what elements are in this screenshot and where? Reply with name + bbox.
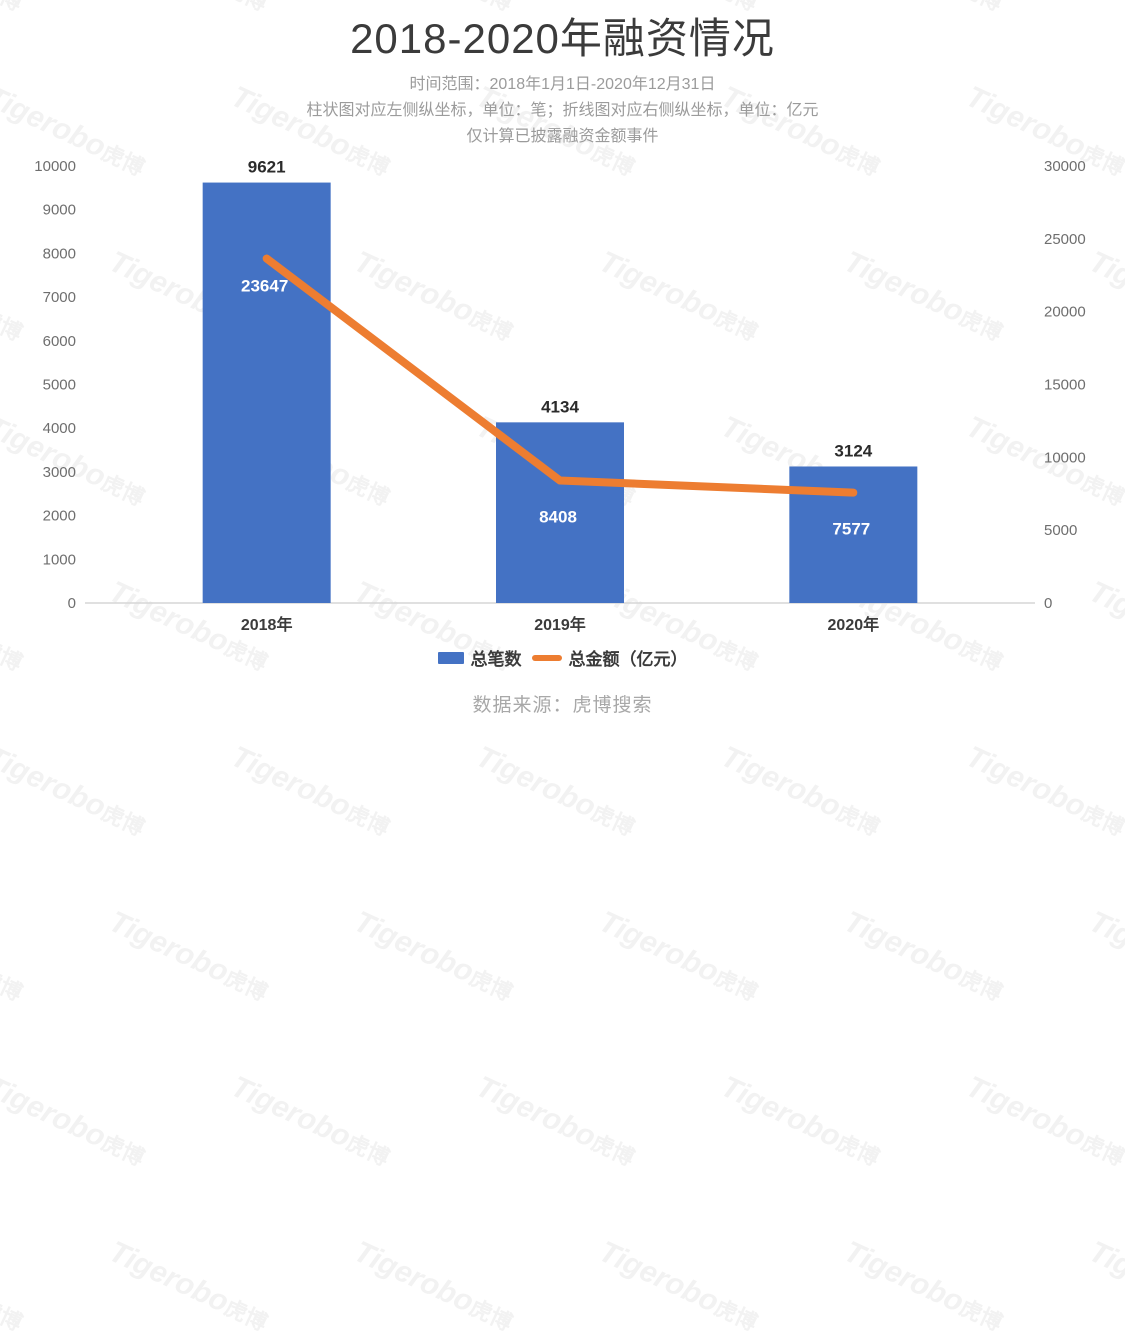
data-source-note: 数据来源：虎博搜索 xyxy=(472,695,653,716)
watermark-text: Tigerobo虎博 xyxy=(593,905,761,1006)
chart-subtitle-axis-note: 柱状图对应左侧纵坐标，单位：笔；折线图对应右侧纵坐标，单位：亿元 xyxy=(306,101,819,119)
chart-subtitle-time-range: 时间范围：2018年1月1日-2020年12月31日 xyxy=(409,76,716,94)
watermark-text: Tigerobo虎博 xyxy=(716,1070,884,1171)
bar-2018年[interactable] xyxy=(202,182,331,603)
watermark-text: Tigerobo虎博 xyxy=(348,1235,516,1336)
bar-value-label: 9621 xyxy=(248,158,286,177)
watermark-text: Tigerobo虎博 xyxy=(226,1070,394,1171)
chart-header: 2018-2020年融资情况 时间范围：2018年1月1日-2020年12月31… xyxy=(0,0,1125,149)
watermark-text: Tigerobo虎博 xyxy=(0,740,149,841)
watermark-text: Tigerobo虎博 xyxy=(471,1070,639,1171)
right-tick-label: 10000 xyxy=(1044,449,1086,466)
left-tick-label: 8000 xyxy=(43,245,76,262)
chart-legend: 总笔数 总金额（亿元） xyxy=(0,645,1125,670)
watermark-text: Tigerobo虎博 xyxy=(0,964,26,1006)
left-tick-label: 10000 xyxy=(34,158,76,175)
watermark-text: Tigerobo虎博 xyxy=(471,740,639,841)
left-axis-ticks: 0 1000 2000 3000 4000 5000 6000 7000 8000 9000 100… xyxy=(34,158,76,612)
left-tick-label: 0 xyxy=(68,595,76,612)
watermark-text: Tigerobo虎博 xyxy=(226,740,394,841)
watermark-text: Tigerobo虎博 xyxy=(838,905,1006,1006)
line-series xyxy=(262,254,858,497)
left-tick-label: 9000 xyxy=(43,202,76,219)
right-tick-label: 0 xyxy=(1044,595,1052,612)
watermark-text: Tigerobo虎博 xyxy=(1083,1235,1125,1319)
bar-series xyxy=(202,182,918,603)
right-axis-ticks: 0 5000 10000 15000 20000 25000 30000 xyxy=(1044,158,1086,612)
legend-bar-label: 总笔数 xyxy=(470,650,522,669)
right-tick-label: 25000 xyxy=(1044,231,1086,248)
legend-item-line[interactable]: 总金额（亿元） xyxy=(531,645,688,670)
legend-line-swatch-icon xyxy=(531,654,562,661)
line-value-label: 8408 xyxy=(539,508,577,527)
legend-line-label: 总金额（亿元） xyxy=(568,650,688,669)
watermark-text: Tigerobo虎博 xyxy=(961,1070,1125,1171)
chart-svg: 0 1000 2000 3000 4000 5000 6000 7000 8000 9000 100… xyxy=(34,158,1086,634)
chart-container: 2018-2020年融资情况 时间范围：2018年1月1日-2020年12月31… xyxy=(0,0,1125,716)
chart-subtitle-scope-note: 仅计算已披露融资金额事件 xyxy=(466,127,659,145)
category-labels: 2018年 2019年 2020年 xyxy=(241,615,879,634)
watermark-text: Tigerobo虎博 xyxy=(103,1235,271,1336)
plot-area: 0 1000 2000 3000 4000 5000 6000 7000 8000 9000 100… xyxy=(34,158,1086,634)
left-tick-label: 3000 xyxy=(43,464,76,481)
line-value-label: 23647 xyxy=(241,277,288,296)
legend-bar-swatch-icon xyxy=(437,651,464,664)
category-label-2020年: 2020年 xyxy=(828,615,880,634)
right-tick-label: 15000 xyxy=(1044,377,1086,394)
watermark-text: Tigerobo虎博 xyxy=(716,740,884,841)
watermark-text: Tigerobo虎博 xyxy=(348,905,516,1006)
category-label-2019年: 2019年 xyxy=(534,615,586,634)
left-tick-label: 1000 xyxy=(43,551,76,568)
watermark-text: Tigerobo虎博 xyxy=(103,905,271,1006)
watermark-text: Tigerobo虎博 xyxy=(1083,905,1125,989)
left-tick-label: 2000 xyxy=(43,508,76,525)
right-tick-label: 5000 xyxy=(1044,522,1077,539)
left-tick-label: 7000 xyxy=(43,289,76,306)
left-tick-label: 5000 xyxy=(43,377,76,394)
right-tick-label: 30000 xyxy=(1044,158,1086,175)
left-tick-label: 4000 xyxy=(43,420,76,437)
watermark-text: Tigerobo虎博 xyxy=(0,1070,149,1171)
left-tick-label: 6000 xyxy=(43,333,76,350)
category-label-2018年: 2018年 xyxy=(241,615,293,634)
watermark-text: Tigerobo虎博 xyxy=(961,740,1125,841)
legend-item-bar[interactable]: 总笔数 xyxy=(437,645,522,670)
watermark-text: Tigerobo虎博 xyxy=(838,1235,1006,1336)
bar-value-labels: 9621 4134 3124 xyxy=(248,158,873,461)
page-title: 2018-2020年融资情况 xyxy=(350,15,775,62)
line-value-label: 7577 xyxy=(832,520,870,539)
watermark-text: Tigerobo虎博 xyxy=(0,1294,26,1336)
bar-value-label: 3124 xyxy=(834,441,872,460)
bar-value-label: 4134 xyxy=(541,397,579,416)
right-tick-label: 20000 xyxy=(1044,304,1086,321)
line-value-labels: 23647 8408 7577 xyxy=(241,277,870,539)
watermark-text: Tigerobo虎博 xyxy=(593,1235,761,1336)
